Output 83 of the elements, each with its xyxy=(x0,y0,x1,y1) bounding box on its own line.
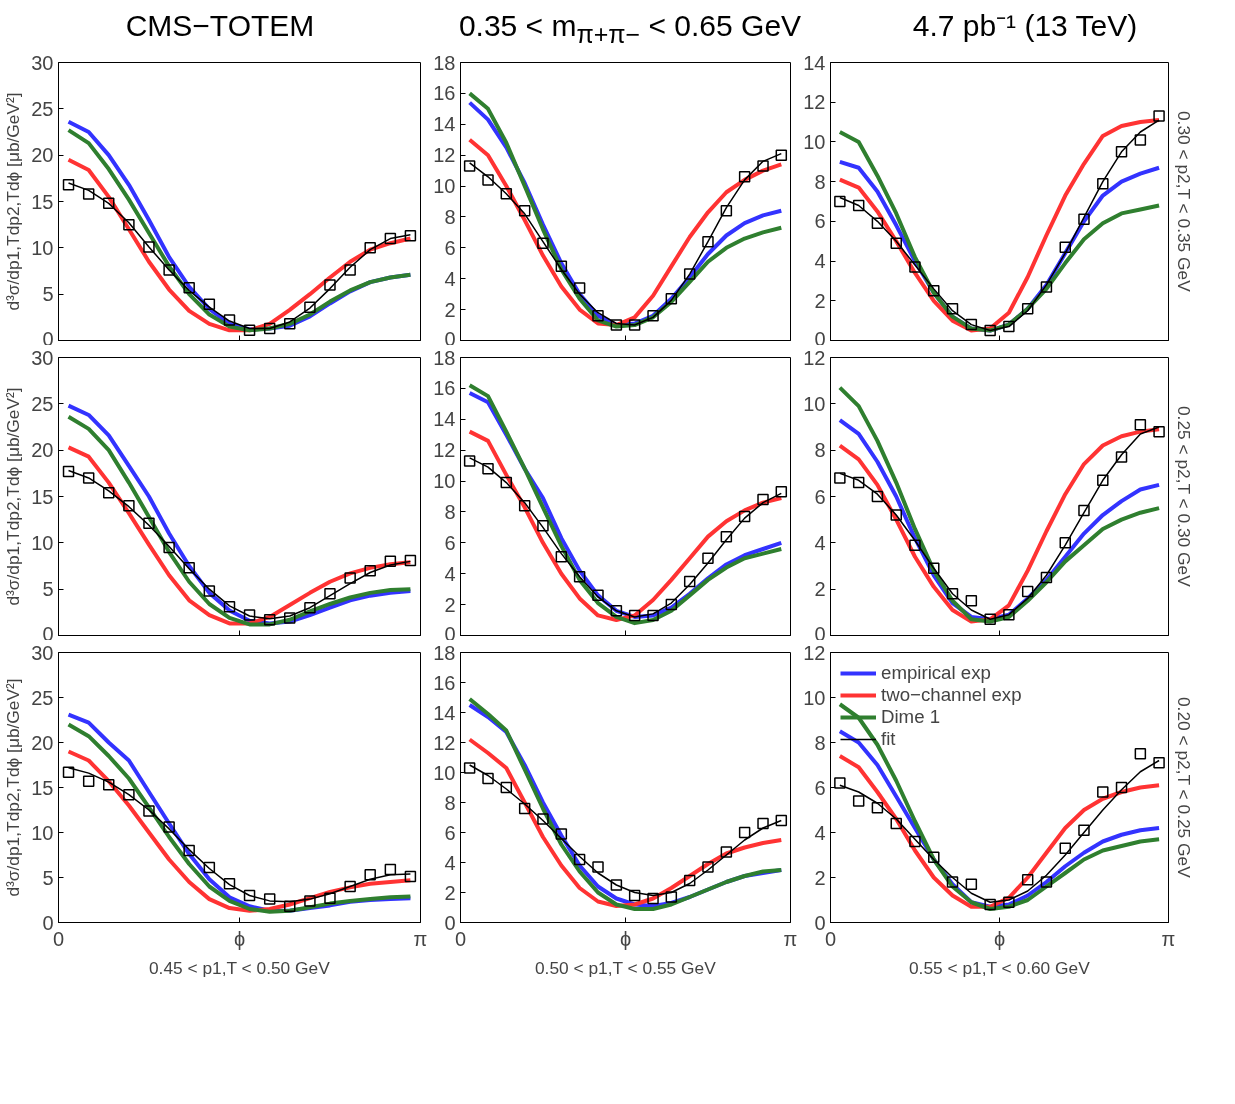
y-tick-label: 15 xyxy=(31,190,54,213)
y-tick-label: 10 xyxy=(803,686,826,709)
legend-label: Dime 1 xyxy=(881,706,941,728)
y-axis-title: d³σ/dp1,Tdp2,Tdϕ [μb/GeV²] xyxy=(3,387,24,606)
y-tick-label: 4 xyxy=(444,851,456,874)
y-tick-label: 30 xyxy=(31,51,54,74)
y-tick-label: 12 xyxy=(433,144,456,167)
y-axis-title: d³σ/dp1,Tdp2,Tdϕ [μb/GeV²] xyxy=(3,92,24,311)
y-tick-label: 16 xyxy=(433,82,456,105)
y-tick-label: 10 xyxy=(31,236,54,259)
y-tick-label: 5 xyxy=(42,578,54,601)
y2-axis-title: 0.30 < p2,T < 0.35 GeV xyxy=(1173,110,1194,293)
y-tick-label: 20 xyxy=(31,439,54,462)
y-tick-label: 6 xyxy=(444,531,456,554)
y-tick-label: 10 xyxy=(433,470,456,493)
y-tick-label: 2 xyxy=(814,289,826,312)
y-tick-label: 2 xyxy=(444,298,456,321)
y-tick-label: 10 xyxy=(31,531,54,554)
y-tick-label: 25 xyxy=(31,686,54,709)
x-tick-label: π xyxy=(413,927,428,950)
y-tick-label: 12 xyxy=(803,91,826,114)
y-tick-label: 10 xyxy=(803,392,826,415)
x-axis-title: 0.50 < p1,T < 0.55 GeV xyxy=(534,957,717,978)
y-tick-label: 4 xyxy=(444,562,456,585)
x-tick-label: ϕ xyxy=(993,927,1006,950)
y-tick-label: 4 xyxy=(444,267,456,290)
y-tick-label: 14 xyxy=(803,51,826,74)
x-tick-label: π xyxy=(783,927,798,950)
y-tick-label: 15 xyxy=(31,776,54,799)
legend-label: empirical exp xyxy=(881,662,991,684)
y-tick-label: 16 xyxy=(433,377,456,400)
y-tick-label: 5 xyxy=(42,866,54,889)
x-axis-title: 0.45 < p1,T < 0.50 GeV xyxy=(148,957,331,978)
y-tick-label: 6 xyxy=(444,236,456,259)
y-tick-label: 6 xyxy=(814,210,826,233)
x-tick-label: ϕ xyxy=(233,927,246,950)
y-tick-label: 8 xyxy=(814,731,826,754)
y-tick-label: 8 xyxy=(444,500,456,523)
y-tick-label: 4 xyxy=(814,250,826,273)
y-tick-label: 2 xyxy=(444,881,456,904)
chart-title: 4.7 pb⁻¹ (13 TeV) xyxy=(912,8,1138,44)
y2-axis-title: 0.25 < p2,T < 0.30 GeV xyxy=(1173,405,1194,588)
y-tick-label: 4 xyxy=(814,821,826,844)
y-tick-label: 6 xyxy=(814,485,826,508)
x-axis-title: 0.55 < p1,T < 0.60 GeV xyxy=(908,957,1091,978)
y-tick-label: 12 xyxy=(433,731,456,754)
y-axis-title: d³σ/dp1,Tdp2,Tdϕ [μb/GeV²] xyxy=(3,678,24,897)
y-tick-label: 0 xyxy=(42,911,54,934)
y-tick-label: 15 xyxy=(31,485,54,508)
y-tick-label: 10 xyxy=(433,175,456,198)
y-tick-label: 6 xyxy=(444,821,456,844)
y-tick-label: 4 xyxy=(814,531,826,554)
x-tick-label: ϕ xyxy=(619,927,632,950)
chart-title: 0.35 < m$_{π+π−}$ < 0.65 GeV xyxy=(458,8,802,50)
y-tick-label: 12 xyxy=(433,439,456,462)
y-tick-label: 10 xyxy=(803,130,826,153)
y-tick-label: 2 xyxy=(814,866,826,889)
y-tick-label: 25 xyxy=(31,392,54,415)
y-tick-label: 14 xyxy=(433,701,456,724)
y-tick-label: 18 xyxy=(433,51,456,74)
y-tick-label: 16 xyxy=(433,671,456,694)
y-tick-label: 10 xyxy=(433,761,456,784)
y-tick-label: 14 xyxy=(433,408,456,431)
y-tick-label: 25 xyxy=(31,97,54,120)
chart-title: CMS−TOTEM xyxy=(125,8,315,44)
y-tick-label: 6 xyxy=(814,776,826,799)
y-tick-label: 20 xyxy=(31,731,54,754)
y2-axis-title: 0.20 < p2,T < 0.25 GeV xyxy=(1173,696,1194,879)
y-tick-label: 0 xyxy=(444,911,456,934)
y-tick-label: 5 xyxy=(42,283,54,306)
y-tick-label: 8 xyxy=(814,170,826,193)
y-tick-label: 0 xyxy=(814,911,826,934)
legend-label: two−channel exp xyxy=(881,684,1022,706)
x-tick-label: π xyxy=(1161,927,1176,950)
y-tick-label: 10 xyxy=(31,821,54,844)
y-tick-label: 8 xyxy=(814,439,826,462)
y-tick-label: 20 xyxy=(31,144,54,167)
y-tick-label: 8 xyxy=(444,791,456,814)
legend-label: fit xyxy=(881,728,897,750)
y-tick-label: 2 xyxy=(444,593,456,616)
y-tick-label: 2 xyxy=(814,578,826,601)
y-tick-label: 14 xyxy=(433,113,456,136)
y-tick-label: 8 xyxy=(444,205,456,228)
